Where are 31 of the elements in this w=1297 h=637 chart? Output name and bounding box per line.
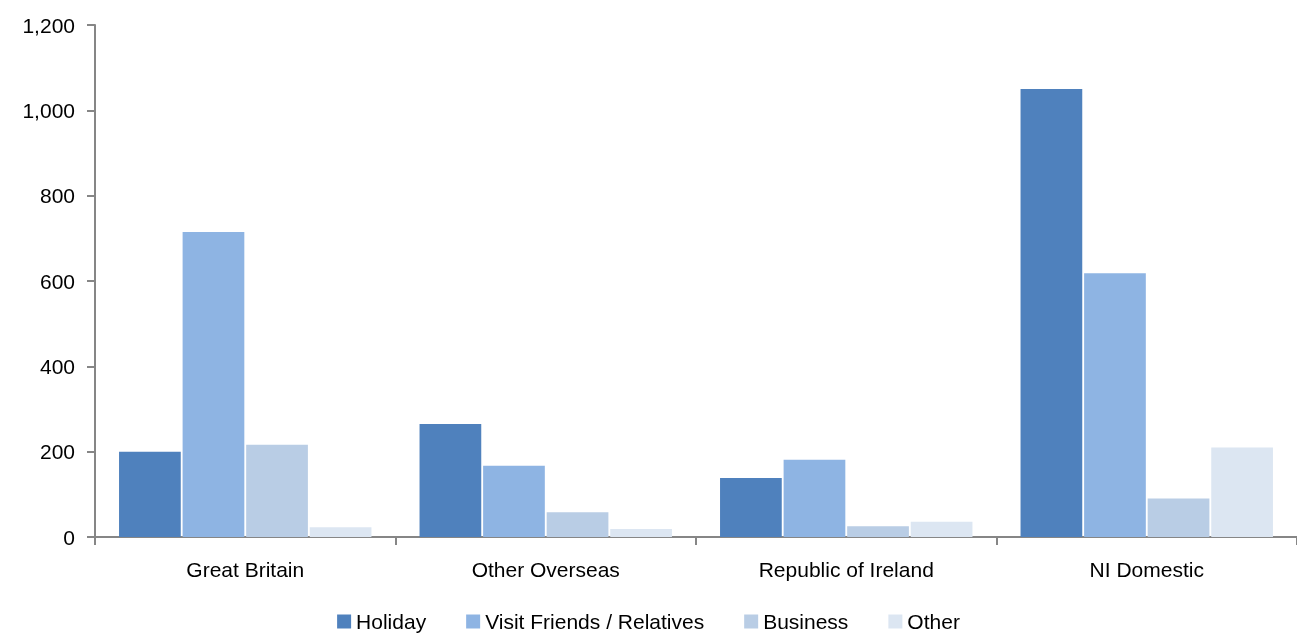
x-tick-label: Other Overseas — [471, 558, 620, 581]
x-tick-label: Great Britain — [186, 558, 305, 581]
bar — [910, 521, 973, 537]
x-tick-label: Republic of Ireland — [758, 558, 934, 581]
bar — [847, 526, 909, 537]
bar — [546, 512, 609, 537]
y-tick-label: 1,000 — [22, 98, 75, 122]
y-tick-label: 800 — [39, 184, 75, 208]
bar — [720, 478, 782, 537]
legend-label: Visit Friends / Relatives — [485, 610, 705, 633]
bar — [1020, 89, 1083, 537]
y-tick-label: 0 — [63, 525, 75, 549]
legend-label: Business — [763, 610, 849, 633]
bar — [610, 528, 672, 537]
x-tick-label: NI Domestic — [1089, 558, 1204, 581]
y-tick-label: 1,200 — [22, 13, 75, 37]
bar — [1147, 498, 1210, 537]
legend-label: Holiday — [356, 610, 427, 633]
bar — [119, 451, 181, 537]
y-tick-label: 600 — [39, 269, 75, 293]
bar — [783, 459, 846, 537]
y-tick-label: 200 — [39, 440, 75, 464]
bar — [419, 423, 482, 537]
bar — [483, 465, 545, 537]
y-tick-label: 400 — [39, 354, 75, 378]
bar — [246, 444, 308, 537]
bar — [1211, 447, 1273, 537]
bar — [182, 231, 245, 537]
bar — [1084, 273, 1146, 537]
legend-label: Other — [907, 610, 960, 633]
bar — [309, 527, 372, 537]
